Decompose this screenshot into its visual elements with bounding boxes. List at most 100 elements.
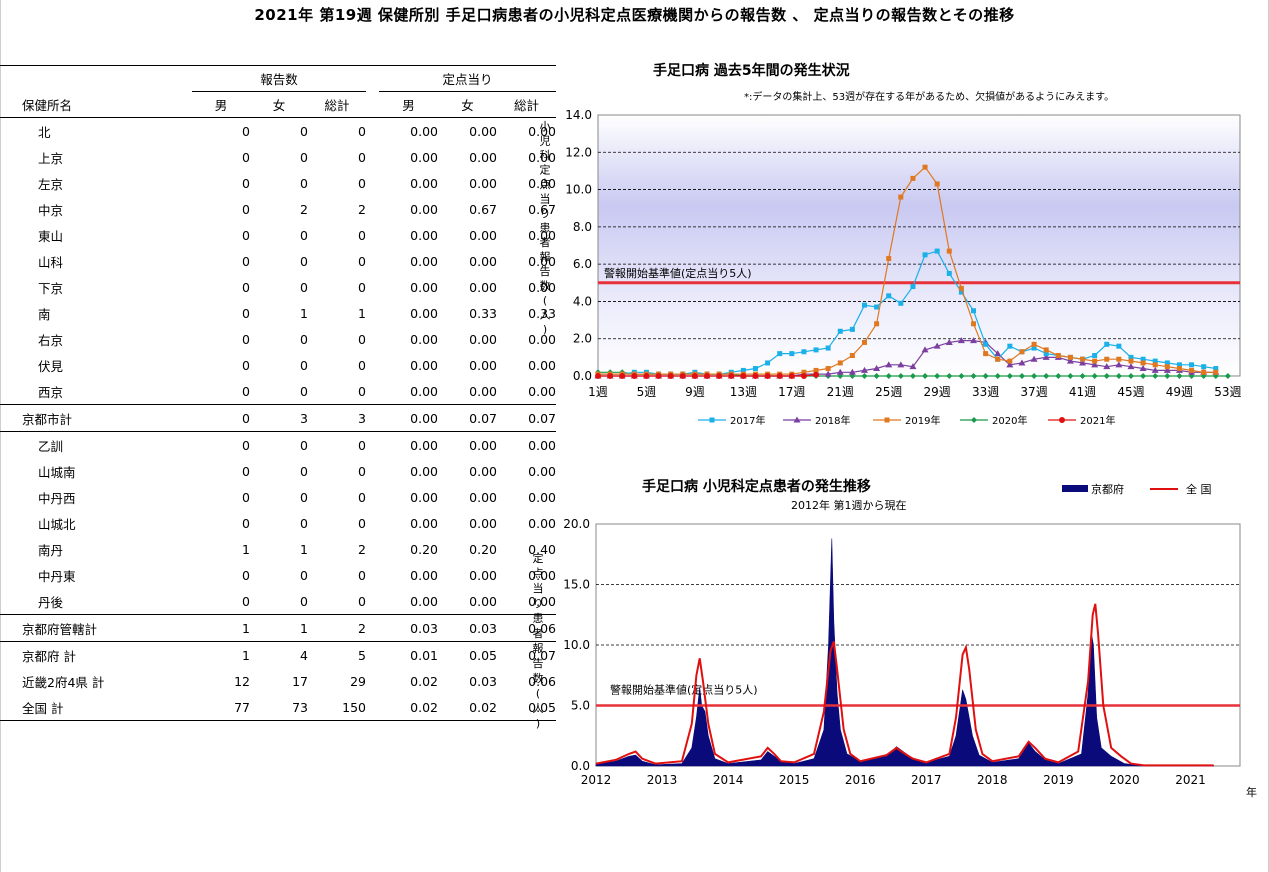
x-tick-label: 9週 [685, 385, 705, 399]
data-point [995, 356, 1001, 362]
row-value-3: 0.00 [379, 378, 438, 405]
row-value-1: 0 [300, 123, 308, 139]
row-name: 山城北 [38, 516, 76, 532]
legend-marker [971, 417, 977, 423]
row-value-3: 0.00 [410, 567, 438, 583]
data-point [813, 347, 819, 353]
table-row: 伏見 0 0 0 0.00 0.00 0.00 [0, 352, 556, 378]
data-point [1128, 358, 1134, 364]
legend-label: 2019年 [905, 414, 940, 427]
data-point [849, 352, 855, 358]
y-axis-label-char: 者 [533, 627, 544, 640]
plot-area [597, 114, 1241, 377]
data-point [983, 341, 989, 347]
data-point [655, 373, 662, 379]
data-point [909, 373, 916, 379]
row-value-2: 0 [358, 227, 366, 243]
legend-item: 2020年 [960, 414, 1027, 427]
subheader-4: 女 [438, 91, 497, 118]
row-value-3: 0.00 [410, 515, 438, 531]
cell-gap [366, 248, 379, 274]
chart2-trend-chart: 0.0 5.0 10.0 15.0 20.0 2012 2013 2014 2015 2016 20… [533, 482, 1258, 799]
threshold-label: 警報開始基準値(定点当り5人) [610, 683, 758, 697]
row-value-5: 0.40 [528, 541, 556, 557]
row-value-2: 0 [308, 378, 366, 405]
row-value-1: 0 [300, 463, 308, 479]
data-point [897, 373, 904, 379]
table-row: 下京 0 0 0 0.00 0.00 0.00 [0, 274, 556, 300]
table-row: 上京 0 0 0 0.00 0.00 0.00 [0, 144, 556, 170]
row-value-1: 0 [250, 588, 308, 615]
data-point [1104, 356, 1110, 362]
data-point [970, 373, 977, 379]
row-value-4: 0.00 [469, 149, 497, 165]
row-value-1: 0 [300, 175, 308, 191]
row-value-4: 0.67 [469, 201, 497, 217]
row-value-2: 0 [358, 515, 366, 531]
x-tick-label: 2013 [647, 773, 678, 787]
data-point [946, 373, 953, 379]
row-name: 南 [38, 306, 51, 322]
row-value-0: 0 [242, 227, 250, 243]
cell-gap [366, 222, 379, 248]
data-point [910, 284, 916, 290]
row-name: 南丹 [38, 542, 64, 558]
data-point [874, 321, 880, 327]
chart1-weekly-chart: 0.0 2.0 4.0 6.0 8.0 10.0 12.0 14.0 1週 5週 9週 13週 17週 2… [540, 108, 1242, 427]
data-point [1007, 358, 1013, 364]
row-value-5: 0.00 [528, 515, 556, 531]
data-point [1128, 354, 1134, 360]
row-value-4: 0.03 [438, 614, 497, 642]
row-value-3: 0.00 [410, 227, 438, 243]
row-value-1: 0 [300, 437, 308, 453]
x-axis-label: 年 [1246, 785, 1257, 799]
legend-item: 京都府 [1062, 482, 1124, 496]
row-value-1: 73 [250, 694, 308, 721]
cell-gap [366, 352, 379, 378]
data-point [704, 373, 711, 379]
table-row: 東山 0 0 0 0.00 0.00 0.00 [0, 222, 556, 248]
data-point [1031, 345, 1037, 351]
data-point [1213, 366, 1219, 372]
subheader-2: 総計 [308, 91, 366, 118]
row-name: 京都府管轄計 [0, 614, 192, 642]
y-axis-label-char: 点 [540, 178, 551, 191]
data-point [946, 248, 952, 254]
row-value-2: 0 [358, 149, 366, 165]
data-point [1176, 366, 1182, 372]
data-point [1079, 359, 1087, 366]
y-tick-label: 5.0 [571, 699, 590, 713]
cell-gap [366, 588, 379, 615]
table-row: 山城北 0 0 0 0.00 0.00 0.00 [0, 510, 556, 536]
row-value-0: 0 [242, 175, 250, 191]
row-value-0: 1 [192, 614, 250, 642]
row-value-3: 0.00 [379, 404, 438, 432]
row-value-4: 0.07 [438, 404, 497, 432]
cell-gap [366, 300, 379, 326]
y-tick-label: 8.0 [573, 220, 592, 234]
y-axis-label-char: 患 [540, 222, 551, 235]
data-point [1176, 373, 1183, 379]
data-point [1115, 373, 1122, 379]
row-value-1: 4 [300, 647, 308, 663]
row-value-4: 0.33 [469, 305, 497, 321]
cell-gap [366, 562, 379, 588]
data-point [994, 373, 1001, 379]
data-point [1019, 349, 1025, 355]
cell-gap [366, 484, 379, 510]
row-value-2: 0 [358, 437, 366, 453]
data-point [1140, 356, 1146, 362]
x-tick-label: 2014 [713, 773, 744, 787]
table-row: 丹後 0 0 0 0.00 0.00 0.00 [0, 588, 556, 615]
row-value-1: 0 [300, 567, 308, 583]
x-tick-label: 45週 [1117, 385, 1144, 399]
series-line-national [595, 603, 1214, 767]
y-tick-label: 10.0 [565, 183, 592, 197]
cell-gap [366, 378, 379, 405]
report-table: 報告数 定点当り 保健所名男女総計男女総計北 0 0 0 0.00 0.00 0.00 上京 0 0 0… [0, 65, 556, 721]
data-point [1043, 347, 1049, 353]
y-axis-label-char: 児 [540, 135, 551, 148]
cell-gap [366, 144, 379, 170]
y-tick-label: 2.0 [573, 332, 592, 346]
legend-marker [1059, 417, 1065, 423]
